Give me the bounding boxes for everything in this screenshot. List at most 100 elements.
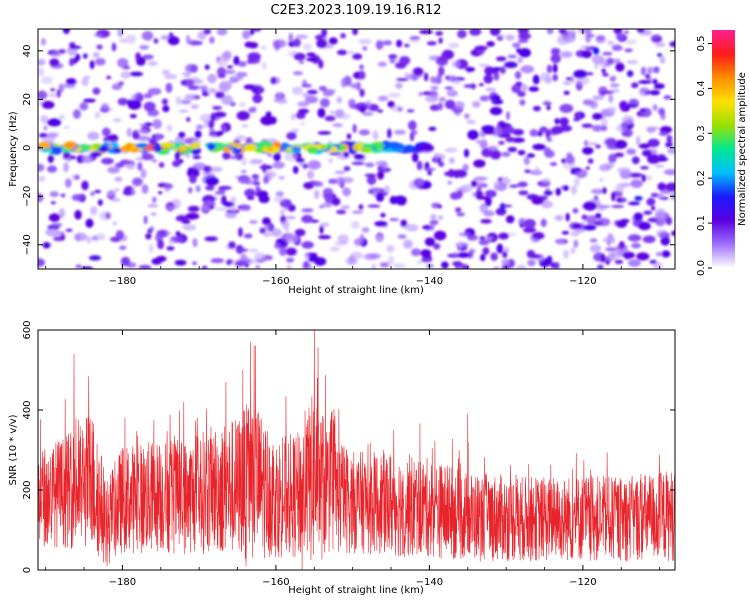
heatmap-cell [247, 60, 253, 64]
heatmap-cell [207, 73, 217, 84]
heatmap-cell [654, 83, 665, 90]
heatmap-cell [162, 105, 170, 113]
heatmap-cell [212, 105, 223, 110]
heatmap-cell [554, 214, 564, 221]
heatmap-cell [565, 155, 575, 165]
heatmap-cell [619, 100, 628, 110]
heatmap-cell [345, 256, 358, 266]
heatmap-cell [645, 175, 652, 182]
heatmap-cell [115, 230, 125, 241]
heatmap-cell [246, 196, 255, 200]
heatmap-cell [359, 88, 365, 98]
heatmap-cell [184, 93, 198, 101]
heatmap-cell [652, 104, 658, 111]
heatmap-cell [79, 102, 89, 111]
heatmap-cell [148, 138, 158, 144]
heatmap-cell [50, 201, 56, 205]
heatmap-cell [439, 55, 447, 63]
heatmap-cell [457, 29, 467, 39]
heatmap-cell [141, 184, 149, 194]
heatmap-cell [226, 65, 234, 69]
snr-panel: −180 −160 −140 −120 0 200 400 600 Height of str… [8, 320, 676, 596]
heatmap-cell [457, 266, 464, 269]
heatmap-cell [139, 45, 150, 50]
heatmap-cell [60, 193, 66, 198]
heatmap-cell [62, 29, 71, 35]
heatmap-cell [90, 206, 98, 216]
heatmap-cell [145, 233, 152, 240]
heatmap-cell [331, 197, 341, 206]
heatmap-cell [650, 192, 659, 198]
colorbar-tick-label: 0.2 [696, 170, 707, 186]
heatmap-cell [570, 75, 575, 84]
heatmap-cell [463, 84, 477, 88]
heatmap-cell [532, 232, 545, 240]
heatmap-cell [88, 255, 101, 261]
heatmap-cell [581, 214, 588, 220]
snr-ytick-label: 200 [22, 480, 33, 499]
snr-ylabel: SNR (10 * v/v) [8, 414, 19, 485]
heatmap-cell [38, 163, 45, 172]
heatmap-cell [591, 124, 603, 132]
spectrogram-ytick-label: 40 [22, 44, 33, 57]
heatmap-cell [359, 105, 367, 113]
heatmap-cell [543, 99, 550, 103]
heatmap-cell [562, 185, 569, 191]
heatmap-cell [611, 44, 623, 51]
heatmap-peak-cell [287, 147, 293, 151]
heatmap-cell [435, 31, 444, 36]
heatmap-cell [249, 159, 263, 165]
heatmap-signal-cell [360, 147, 373, 153]
heatmap-cell [50, 88, 55, 92]
heatmap-cell [343, 151, 350, 158]
heatmap-cell [165, 82, 173, 93]
heatmap-cell [546, 137, 553, 142]
heatmap-cell [279, 246, 287, 257]
heatmap-cell [447, 42, 460, 49]
heatmap-cell [306, 89, 318, 95]
heatmap-signal-cell [78, 144, 94, 151]
heatmap-cell [126, 160, 135, 165]
heatmap-cell [218, 83, 230, 94]
heatmap-cell [503, 126, 515, 134]
heatmap-cell [552, 74, 559, 82]
heatmap-cell [221, 52, 232, 61]
heatmap-cell [81, 77, 89, 87]
heatmap-cell [570, 230, 580, 237]
heatmap-cell [68, 45, 82, 50]
heatmap-cell [377, 109, 384, 113]
heatmap-cell [396, 39, 403, 48]
heatmap-peak-cell [90, 146, 96, 151]
heatmap-cell [45, 227, 60, 237]
heatmap-cell [237, 174, 251, 184]
heatmap-cell [438, 37, 443, 44]
heatmap-cell [150, 212, 157, 216]
heatmap-cell [153, 38, 159, 44]
heatmap-cell [278, 175, 285, 180]
heatmap-cell [546, 29, 554, 35]
heatmap-cell [350, 220, 360, 230]
heatmap-cell [192, 238, 198, 248]
heatmap-cell [303, 260, 310, 269]
heatmap-cell [456, 212, 466, 217]
heatmap-cell [85, 218, 94, 228]
heatmap-cell [580, 45, 591, 49]
heatmap-cell [346, 50, 356, 55]
heatmap-cell [120, 71, 131, 79]
heatmap-cell [208, 133, 217, 138]
heatmap-cell [92, 51, 100, 58]
heatmap-cell [82, 53, 88, 59]
heatmap-cell [297, 101, 310, 107]
heatmap-cell [222, 151, 231, 160]
heatmap-cell [178, 131, 186, 139]
heatmap-cell [480, 218, 492, 224]
heatmap-cell [380, 212, 386, 218]
heatmap-cell [493, 180, 500, 188]
heatmap-cell [489, 106, 503, 116]
heatmap-cell [532, 105, 541, 112]
heatmap-cell [97, 199, 103, 206]
heatmap-cell [663, 169, 675, 176]
heatmap-cell [504, 61, 518, 69]
heatmap-cell [554, 261, 560, 269]
heatmap-cell [473, 176, 488, 181]
